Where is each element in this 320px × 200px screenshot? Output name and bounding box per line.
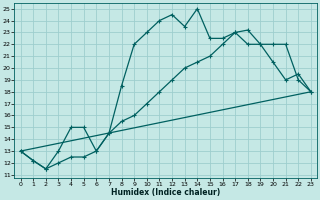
X-axis label: Humidex (Indice chaleur): Humidex (Indice chaleur) — [111, 188, 220, 197]
